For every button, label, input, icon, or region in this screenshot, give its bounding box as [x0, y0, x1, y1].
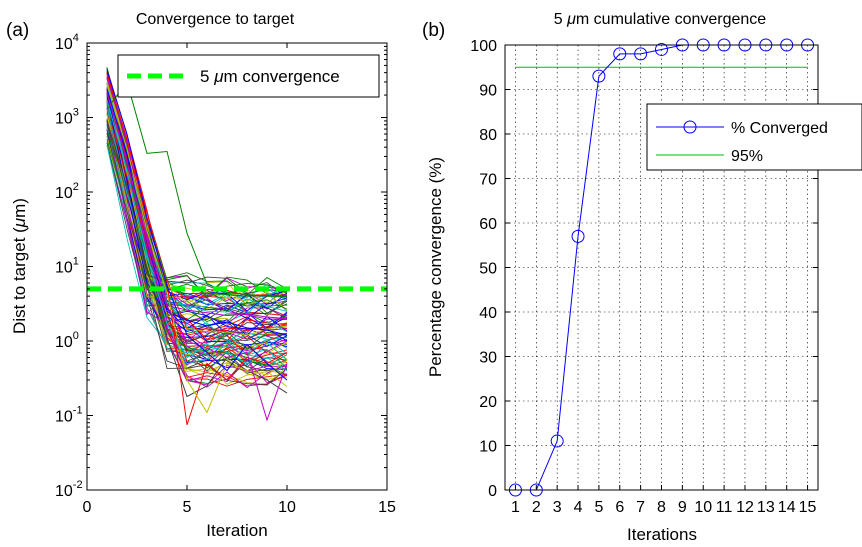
panel-a-y-tick-label: 103 [55, 107, 79, 128]
panel-b-x-tick-label: 11 [716, 499, 733, 516]
panel-a-y-tick-label: 100 [55, 330, 79, 351]
panel-b-converged-point [592, 69, 606, 83]
panel-b-x-tick-label: 7 [636, 499, 645, 516]
panel-a-y-tick-label: 104 [55, 32, 79, 53]
panel-a-y-tick-label: 102 [55, 181, 79, 202]
panel-b-converged-point [655, 42, 668, 56]
panel-b-title: 5 μm cumulative convergence [554, 11, 767, 28]
panel-b-label: (b) [422, 20, 445, 41]
panel-a-y-tick-label: 10-2 [55, 479, 83, 500]
panel-b-y-tick-label: 30 [479, 350, 497, 367]
panel-b-title-prefix: 5 [554, 11, 567, 28]
panel-a: (a) Convergence to target 0 5 10 15 10-210-… [6, 11, 396, 540]
panel-a-legend: 5 μm convergence [117, 54, 380, 98]
panel-b-legend-label-converged: % Converged [731, 120, 828, 137]
panel-b-x-tick-label: 12 [736, 499, 754, 516]
panel-b-legend-label-95: 95% [731, 148, 763, 165]
panel-b-x-tick-label: 14 [778, 499, 796, 516]
panel-a-trace-line [106, 142, 288, 322]
panel-a-plot-frame [86, 42, 388, 491]
panel-b-x-tick-label: 4 [574, 499, 583, 516]
panel-b-converged-point [634, 47, 648, 61]
panel-b-x-tick-label: 8 [657, 499, 666, 516]
panel-a-series-line [106, 89, 288, 336]
panel-a-y-axis-label: Dist to target (μm) [10, 198, 29, 334]
panel-b-x-tick-label: 10 [694, 499, 712, 516]
panel-a-legend-label: 5 μm convergence [200, 67, 340, 86]
panel-a-trace-line [106, 132, 288, 386]
panel-b-title-mu: μ [566, 11, 576, 28]
panel-a-trace-line [106, 145, 288, 355]
panel-b-y-tick-label: 10 [479, 439, 497, 456]
panel-a-title: Convergence to target [136, 11, 295, 28]
panel-a-y-tick-label: 10-1 [55, 405, 83, 426]
panel-b-y-tick-label: 70 [479, 172, 497, 189]
panel-b-converged-point [571, 229, 585, 243]
panel-a-x-tick-label: 5 [183, 499, 192, 516]
panel-b-y-tick-label: 40 [479, 305, 497, 322]
panel-a-series-line [106, 73, 288, 425]
panel-a-legend-mu: μ [213, 67, 224, 86]
panel-b-y-ticks: 0 10 20 30 40 50 60 70 80 90 100 [470, 38, 818, 500]
panel-a-x-ticks: 0 5 10 15 [83, 43, 396, 516]
panel-b-x-tick-label: 15 [799, 499, 817, 516]
panel-a-y-label-suffix: m) [10, 198, 29, 218]
panel-b-legend-marker-converged [683, 120, 697, 134]
panel-a-y-label-mu: μ [10, 217, 29, 228]
panel-b-y-tick-label: 20 [479, 394, 497, 411]
panel-b-y-tick-label: 0 [488, 483, 497, 500]
panel-b-converged-point [550, 434, 564, 448]
panel-b-y-tick-label: 100 [470, 38, 497, 55]
panel-b-y-tick-label: 80 [479, 127, 497, 144]
panel-b-x-tick-label: 9 [678, 499, 687, 516]
panel-b-legend-box [646, 103, 862, 171]
panel-a-series-line [106, 84, 288, 414]
panel-a-label: (a) [6, 20, 29, 41]
panel-b-x-tick-label: 3 [553, 499, 562, 516]
panel-b-x-tick-label: 6 [615, 499, 624, 516]
panel-a-y-label-prefix: Dist to target ( [10, 227, 29, 334]
panel-b-x-axis-label: Iterations [627, 525, 697, 544]
panel-b-x-tick-label: 13 [757, 499, 775, 516]
panel-a-series-group [106, 67, 288, 425]
panel-a-legend-prefix: 5 [200, 67, 214, 86]
panel-a-y-tick-label: 101 [55, 256, 79, 277]
panel-b-y-axis-label: Percentage convergence (%) [426, 157, 445, 377]
panel-a-x-axis-label: Iteration [206, 521, 267, 540]
panel-a-legend-suffix: m convergence [224, 67, 340, 86]
panel-b-y-tick-label: 60 [479, 216, 497, 233]
panel-a-x-tick-label: 0 [83, 499, 92, 516]
panel-a-series-line [106, 80, 288, 298]
panel-b-x-tick-label: 5 [594, 499, 603, 516]
panel-b-x-tick-label: 1 [511, 499, 520, 516]
panel-b-x-ticks: 1 2 3 4 5 6 7 8 9 10 11 12 13 14 15 [511, 485, 817, 516]
panel-a-series-line [106, 93, 288, 422]
panel-a-y-ticks: 10-2 10-1 100 101 102 103 104 [55, 32, 387, 500]
panel-a-x-tick-label: 15 [378, 499, 396, 516]
panel-b-y-tick-label: 50 [479, 261, 497, 278]
panel-b-x-tick-label: 2 [532, 499, 541, 516]
panel-a-series-line [106, 70, 288, 381]
panel-a-series-line [106, 120, 288, 398]
panel-b-legend: % Converged 95% [646, 103, 862, 171]
panel-b-converged-point [613, 47, 627, 61]
panel-b-y-tick-label: 90 [479, 83, 497, 100]
panel-b-title-suffix: m cumulative convergence [576, 11, 766, 28]
panel-a-x-tick-label: 10 [278, 499, 296, 516]
